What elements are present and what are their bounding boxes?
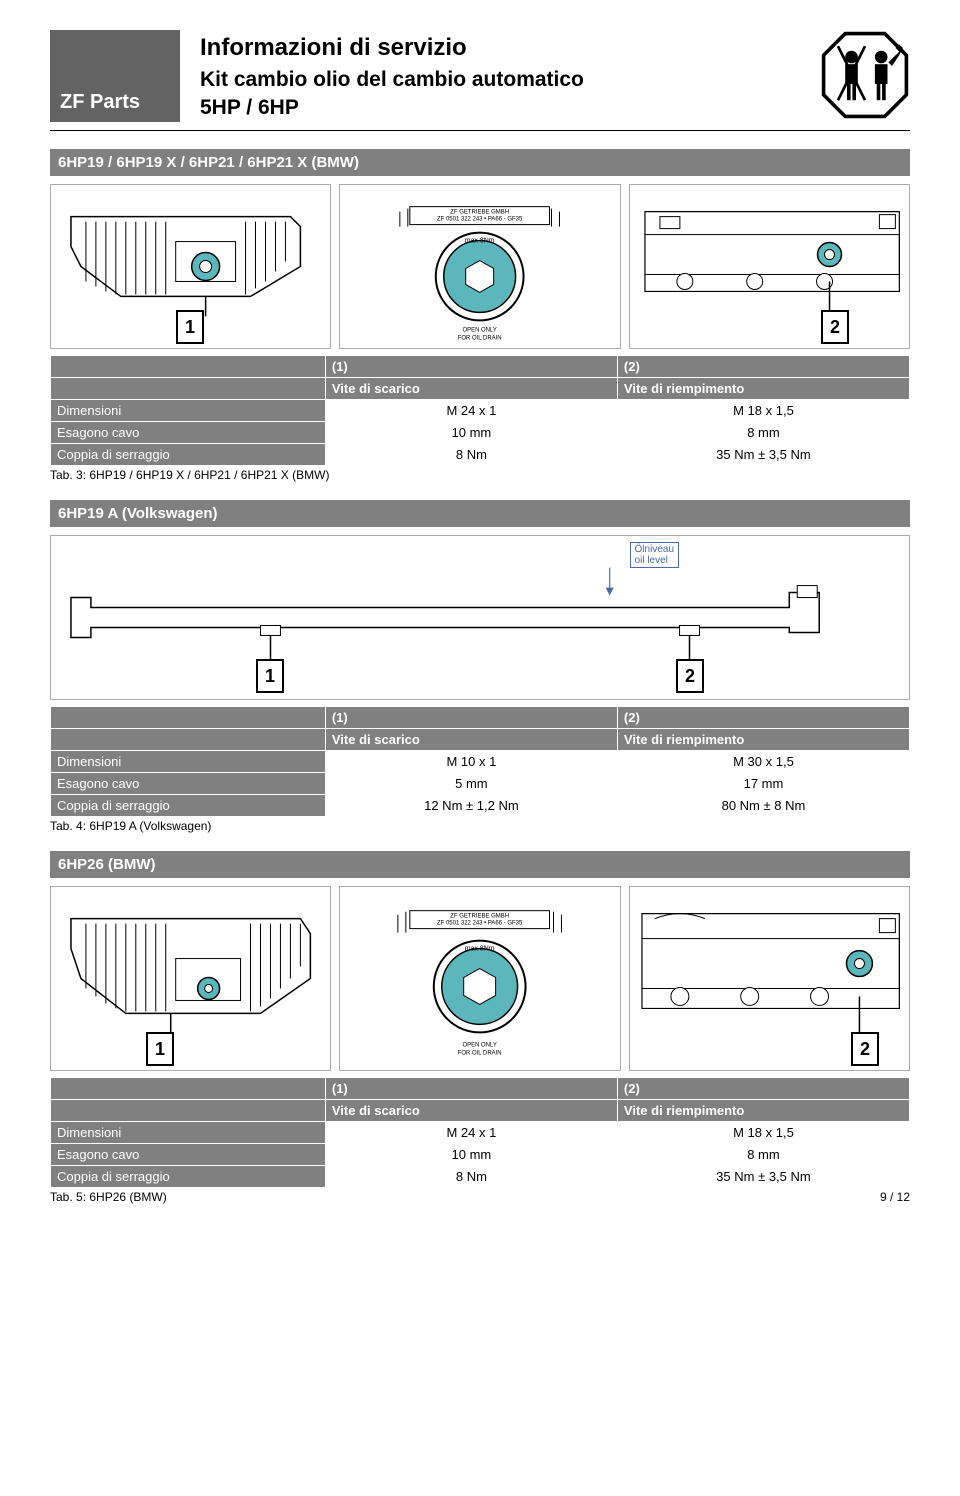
diagram-row-2: Ölniveau oil level 1 2: [50, 535, 910, 700]
callout-1: 1: [146, 1032, 174, 1066]
cell: M 24 x 1: [325, 400, 617, 422]
brand-text: ZF Parts: [60, 91, 140, 114]
page-number: 9 / 12: [880, 1190, 910, 1204]
table-caption-2: Tab. 4: 6HP19 A (Volkswagen): [50, 819, 910, 833]
cell: 17 mm: [617, 773, 909, 795]
cell: 8 mm: [617, 1144, 909, 1166]
cell: 10 mm: [325, 1144, 617, 1166]
cell: 5 mm: [325, 773, 617, 795]
col-head: (1): [325, 1078, 617, 1100]
cell: M 10 x 1: [325, 751, 617, 773]
svg-text:ZF GETRIEBE GMBH: ZF GETRIEBE GMBH: [451, 210, 510, 216]
doc-subtitle-1: Kit cambio olio del cambio automatico: [200, 68, 810, 92]
cell: 35 Nm ± 3,5 Nm: [617, 1166, 909, 1188]
diagram-3-right: 2: [629, 886, 910, 1071]
row-label: Coppia di serraggio: [51, 1166, 326, 1188]
svg-text:FOR OIL DRAIN: FOR OIL DRAIN: [458, 1050, 502, 1056]
cell: 8 Nm: [325, 444, 617, 466]
svg-text:ZF 0501 322 243 • PA66 - GF35: ZF 0501 322 243 • PA66 - GF35: [437, 217, 523, 223]
svg-text:OPEN ONLY: OPEN ONLY: [463, 1042, 497, 1048]
col-sub: Vite di riempimento: [617, 729, 909, 751]
svg-text:ZF GETRIEBE GMBH: ZF GETRIEBE GMBH: [451, 914, 510, 920]
row-label: Dimensioni: [51, 1122, 326, 1144]
oil-label-l2: oil level: [635, 555, 674, 566]
oil-label-l1: Ölniveau: [635, 544, 674, 555]
cell: 12 Nm ± 1,2 Nm: [325, 795, 617, 817]
col-sub: Vite di scarico: [325, 1100, 617, 1122]
row-label: Dimensioni: [51, 400, 326, 422]
cell: M 18 x 1,5: [617, 1122, 909, 1144]
col-sub: Vite di scarico: [325, 378, 617, 400]
cell: M 24 x 1: [325, 1122, 617, 1144]
spec-table-1: (1)(2) Vite di scaricoVite di riempiment…: [50, 355, 910, 466]
col-sub: Vite di riempimento: [617, 378, 909, 400]
row-label: Esagono cavo: [51, 422, 326, 444]
svg-text:FOR OIL DRAIN: FOR OIL DRAIN: [458, 335, 502, 341]
col-sub: Vite di scarico: [325, 729, 617, 751]
callout-2: 2: [676, 659, 704, 693]
table-caption-1: Tab. 3: 6HP19 / 6HP19 X / 6HP21 / 6HP21 …: [50, 468, 910, 482]
callout-2: 2: [851, 1032, 879, 1066]
brand-logo: ZF Parts: [50, 30, 180, 122]
row-label: Esagono cavo: [51, 773, 326, 795]
diagram-2: Ölniveau oil level 1 2: [50, 535, 910, 700]
section-title-1: 6HP19 / 6HP19 X / 6HP21 / 6HP21 X (BMW): [50, 149, 910, 176]
header-titles: Informazioni di servizio Kit cambio olio…: [200, 30, 810, 120]
svg-text:max 8Nm: max 8Nm: [465, 238, 495, 245]
col-head: (2): [617, 1078, 909, 1100]
diagram-1-right: 2: [629, 184, 910, 349]
cell: 10 mm: [325, 422, 617, 444]
page-header: ZF Parts Informazioni di servizio Kit ca…: [50, 30, 910, 131]
svg-text:ZF 0501 322 243 • PA66 - GF35: ZF 0501 322 243 • PA66 - GF35: [437, 921, 523, 927]
cell: 8 Nm: [325, 1166, 617, 1188]
doc-title: Informazioni di servizio: [200, 34, 810, 62]
oil-level-label: Ölniveau oil level: [630, 542, 679, 568]
callout-2: 2: [821, 310, 849, 344]
col-head: (2): [617, 707, 909, 729]
spec-table-2: (1)(2) Vite di scaricoVite di riempiment…: [50, 706, 910, 817]
table-caption-3: Tab. 5: 6HP26 (BMW): [50, 1190, 167, 1204]
callout-1: 1: [176, 310, 204, 344]
cell: 35 Nm ± 3,5 Nm: [617, 444, 909, 466]
diagram-row-1: 1 ZF GETRIEBE GMBH ZF 0501 322 243 • PA6…: [50, 184, 910, 349]
spec-table-3: (1)(2) Vite di scaricoVite di riempiment…: [50, 1077, 910, 1188]
col-sub: Vite di riempimento: [617, 1100, 909, 1122]
row-label: Dimensioni: [51, 751, 326, 773]
col-head: (1): [325, 356, 617, 378]
cell: 80 Nm ± 8 Nm: [617, 795, 909, 817]
row-label: Coppia di serraggio: [51, 444, 326, 466]
diagram-row-3: 1 ZF GETRIEBE GMBH ZF 0501 322 243 • PA6…: [50, 886, 910, 1071]
cell: M 30 x 1,5: [617, 751, 909, 773]
section-title-3: 6HP26 (BMW): [50, 851, 910, 878]
col-head: (1): [325, 707, 617, 729]
row-label: Esagono cavo: [51, 1144, 326, 1166]
diagram-1-mid: ZF GETRIEBE GMBH ZF 0501 322 243 • PA66 …: [339, 184, 620, 349]
col-head: (2): [617, 356, 909, 378]
cell: 8 mm: [617, 422, 909, 444]
section-title-2: 6HP19 A (Volkswagen): [50, 500, 910, 527]
diagram-3-left: 1: [50, 886, 331, 1071]
svg-text:max 8Nm: max 8Nm: [465, 946, 495, 953]
callout-1: 1: [256, 659, 284, 693]
doc-subtitle-2: 5HP / 6HP: [200, 96, 810, 120]
diagram-1-left: 1: [50, 184, 331, 349]
service-icon: [820, 30, 910, 120]
cell: M 18 x 1,5: [617, 400, 909, 422]
row-label: Coppia di serraggio: [51, 795, 326, 817]
svg-text:OPEN ONLY: OPEN ONLY: [463, 327, 497, 333]
diagram-3-mid: ZF GETRIEBE GMBH ZF 0501 322 243 • PA66 …: [339, 886, 620, 1071]
